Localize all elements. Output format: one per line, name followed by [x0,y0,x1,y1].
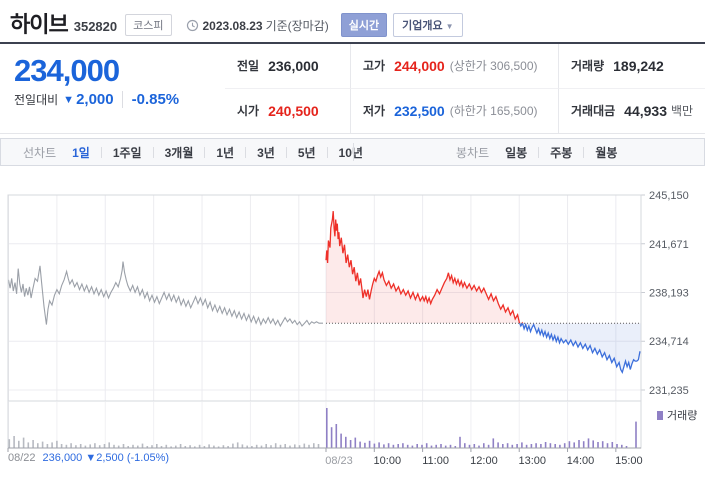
tab-divider [152,146,154,158]
stat-high: 고가 244,000 (상한가 306,500) [350,44,558,89]
line-chart-group-label: 선차트 [23,145,57,160]
price-summary: 234,000 전일대비 ▼ 2,000 -0.85% 전일 236,000 고… [0,42,705,134]
tab-divider [583,146,585,158]
tab-divider [285,146,287,158]
stat-volume: 거래량 189,242 [558,44,705,89]
tab-1day[interactable]: 1일 [72,145,90,160]
stock-header: 하이브 352820 코스피 2023.08.23 기준(장마감) 실시간 기업… [0,0,705,42]
stat-trade-value: 거래대금 44,933 백만 [558,88,705,133]
change-percent: -0.85% [121,91,179,108]
date-suffix: 기준(장마감) [265,19,329,33]
prev-day-date: 08/22 [8,452,36,464]
prev-day-percent: (-1.05%) [126,452,170,464]
tab-daily-candle[interactable]: 일봉 [505,145,528,160]
svg-text:245,150: 245,150 [649,190,689,202]
change-value: 2,000 [76,91,114,108]
clock-icon [186,19,198,32]
stock-name: 하이브 [10,12,69,37]
current-price: 234,000 [14,53,120,88]
stock-code: 352820 [73,18,118,34]
stat-low: 저가 232,500 (하한가 165,500) [350,88,558,133]
tab-weekly-candle[interactable]: 주봉 [550,145,573,160]
line-chart-tab-group: 선차트 1일 1주일 3개월 1년 3년 5년 10년 [1,144,363,161]
market-badge: 코스피 [125,14,172,36]
ohlc-stats: 전일 236,000 고가 244,000 (상한가 306,500) 거래량 … [225,44,705,133]
reference-date: 2023.08.23 기준(장마감) [186,17,329,34]
svg-text:11:00: 11:00 [422,455,449,467]
svg-text:231,235: 231,235 [649,385,689,397]
tab-1week[interactable]: 1주일 [112,145,142,160]
change-label: 전일대비 [14,93,59,107]
prev-day-status: 08/22 236,000 ▼2,500 (-1.05%) [8,452,169,464]
down-arrow-icon: ▼ [63,93,75,106]
tabbar-center-divider [353,143,354,161]
current-price-block: 234,000 전일대비 ▼ 2,000 -0.85% [0,44,225,133]
tab-1year[interactable]: 1년 [216,145,235,160]
svg-text:241,671: 241,671 [649,239,689,251]
tab-divider [245,146,247,158]
svg-text:12:00: 12:00 [470,455,498,467]
date-text: 2023.08.23 [202,18,263,33]
tab-divider [100,146,102,158]
tab-monthly-candle[interactable]: 월봉 [595,145,618,160]
volume-legend-swatch [657,410,663,420]
stat-prev-close: 전일 236,000 [225,44,350,89]
svg-text:234,714: 234,714 [649,336,689,348]
price-change-row: 전일대비 ▼ 2,000 -0.85% [14,91,225,108]
tab-divider [326,146,328,158]
stat-open: 시가 240,500 [237,102,319,119]
tab-3month[interactable]: 3개월 [164,145,194,160]
tab-5year[interactable]: 5년 [297,145,316,160]
svg-text:10:00: 10:00 [374,455,402,467]
tab-divider [538,146,540,158]
realtime-button[interactable]: 실시간 [340,12,388,37]
candle-chart-group-label: 봉차트 [456,145,490,160]
chart-period-tabbar: 선차트 1일 1주일 3개월 1년 3년 5년 10년 봉차트 일봉 주봉 월봉 [0,138,705,166]
candle-chart-tab-group: 봉차트 일봉 주봉 월봉 [456,144,617,161]
tab-3year[interactable]: 3년 [257,145,275,160]
volume-legend: 거래량 [657,407,697,423]
svg-text:13:00: 13:00 [518,455,546,467]
svg-text:08/23: 08/23 [325,455,353,467]
company-overview-button[interactable]: 기업개요 ▼ [393,12,463,37]
svg-text:15:00: 15:00 [615,455,643,467]
volume-legend-label: 거래량 [667,410,698,422]
svg-text:14:00: 14:00 [567,455,595,467]
chevron-down-icon: ▼ [445,21,454,31]
price-chart-canvas[interactable]: 245,150 241,671 238,193 234,714 231,235 08/23… [0,168,705,480]
prev-day-close: 236,000 [42,452,83,464]
svg-text:238,193: 238,193 [649,287,689,299]
tab-10year[interactable]: 10년 [338,145,363,160]
tab-divider [204,146,206,158]
prev-day-change: ▼2,500 [85,452,124,464]
chart-area: 245,150 241,671 238,193 234,714 231,235 08/23… [0,168,705,480]
